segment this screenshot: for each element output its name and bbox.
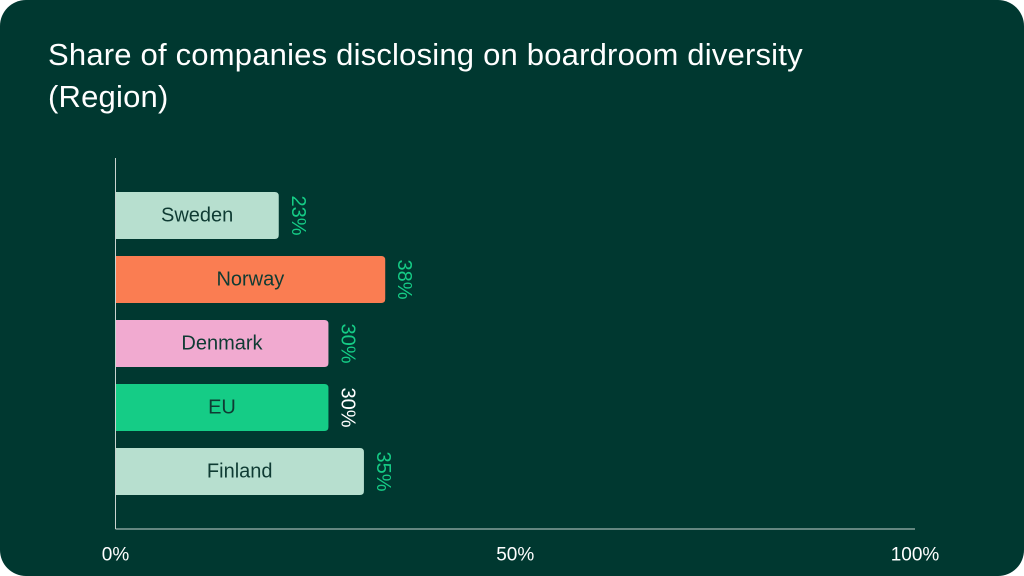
bar-category-label: Finland <box>207 461 273 483</box>
bar-sweden <box>115 192 279 239</box>
bar-value-label: 30% <box>336 387 358 427</box>
x-tick-label: 0% <box>102 545 130 566</box>
bar-value-label: 23% <box>287 195 309 235</box>
bar-value-label: 38% <box>393 259 415 299</box>
bar-eu <box>115 384 329 431</box>
x-tick-label: 50% <box>496 545 534 566</box>
x-tick-label: 100% <box>891 545 940 566</box>
bars-layer: Sweden 23% Norway 38% Denmark 30% EU 30% Finland… <box>115 192 415 495</box>
bar-category-label: Sweden <box>161 205 233 227</box>
bar-value-label: 35% <box>372 451 394 491</box>
bar-category-label: EU <box>208 397 236 419</box>
bar-category-label: Denmark <box>181 333 263 355</box>
chart-title: Share of companies disclosing on boardro… <box>48 37 803 114</box>
bar-category-label: Norway <box>216 269 284 291</box>
axis-layer: 0% 50% 100% <box>102 158 940 566</box>
bar-denmark <box>115 320 329 367</box>
bar-value-label: 30% <box>336 323 358 363</box>
bar-norway <box>115 256 386 303</box>
bar-finland <box>115 448 364 495</box>
